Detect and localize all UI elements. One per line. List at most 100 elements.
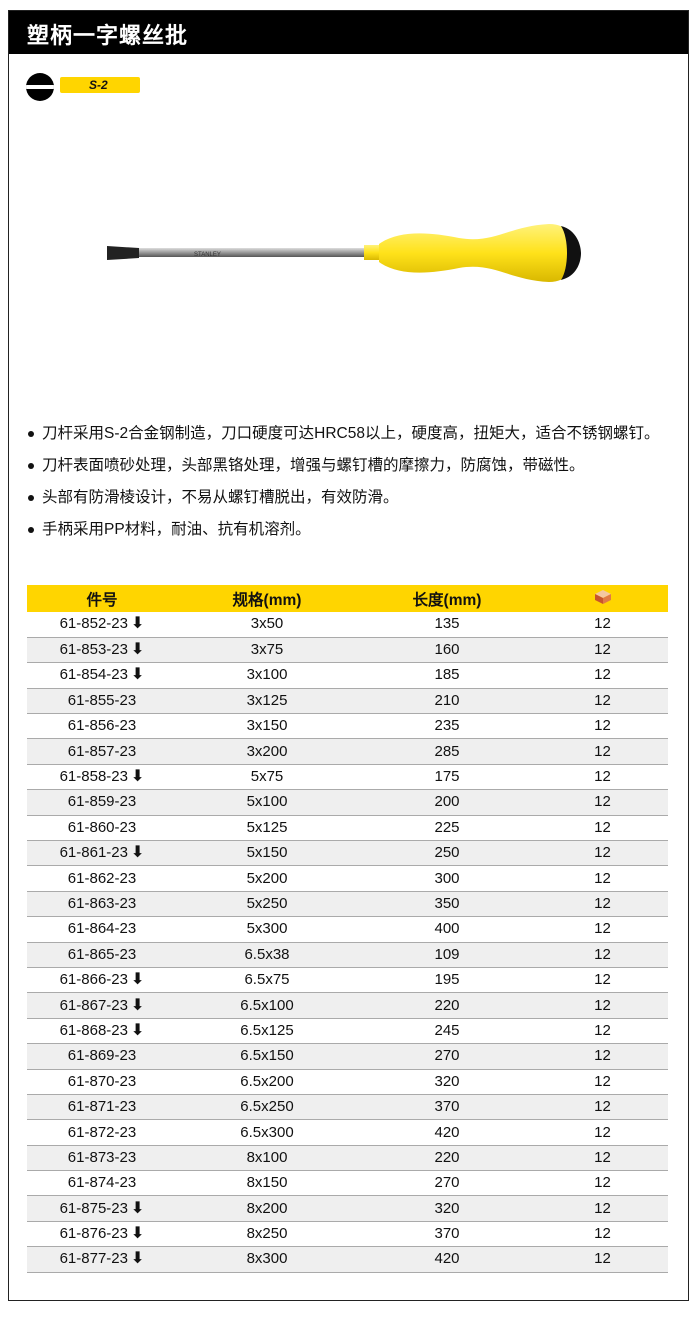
- table-row: 61-852-23 ⬇ 3x50 135 12: [27, 612, 668, 638]
- qty-cell: 12: [537, 1246, 668, 1273]
- part-number-text: 61-854-23: [59, 666, 128, 684]
- table-row: 61-877-23 ⬇ 8x300 420 12: [27, 1246, 668, 1273]
- spec-cell: 6.5x200: [177, 1069, 357, 1095]
- length-cell: 400: [357, 916, 537, 943]
- table-row: 61-875-23 ⬇ 8x200 320 12: [27, 1195, 668, 1222]
- part-number: 61-861-23 ⬇: [27, 840, 177, 867]
- header-part: 件号: [27, 585, 177, 612]
- part-number: 61-875-23 ⬇: [27, 1195, 177, 1222]
- spec-cell: 6.5x125: [177, 1018, 357, 1045]
- arrow-down-icon: ⬇: [130, 1021, 145, 1039]
- arrow-down-icon: ⬇: [130, 971, 145, 989]
- part-number: 61-869-23: [27, 1043, 177, 1070]
- product-card: 塑柄一字螺丝批 S-2 STANLEY 刀杆采用S-2合金钢制造，刀口硬度可达H…: [8, 10, 689, 1301]
- part-number-text: 61-872-23: [67, 1123, 137, 1141]
- spec-cell: 5x75: [177, 764, 357, 791]
- table-row: 61-857-23 3x200 285 12: [27, 738, 668, 765]
- part-number: 61-867-23 ⬇: [27, 992, 177, 1019]
- header-pack: [537, 585, 668, 612]
- part-number: 61-874-23: [27, 1170, 177, 1197]
- table-row: 61-866-23 ⬇ 6.5x75 195 12: [27, 967, 668, 994]
- part-number-text: 61-867-23: [59, 996, 128, 1014]
- part-number-text: 61-853-23: [59, 641, 128, 659]
- length-cell: 220: [357, 992, 537, 1019]
- arrow-down-icon: ⬇: [130, 768, 145, 786]
- table-row: 61-858-23 ⬇ 5x75 175 12: [27, 764, 668, 791]
- qty-cell: 12: [537, 1043, 668, 1070]
- part-number-text: 61-866-23: [59, 971, 128, 989]
- spec-cell: 6.5x75: [177, 967, 357, 994]
- box-icon: [594, 590, 611, 604]
- screwdriver-image: STANLEY: [107, 224, 581, 282]
- qty-cell: 12: [537, 815, 668, 842]
- spec-cell: 6.5x100: [177, 992, 357, 1019]
- qty-cell: 12: [537, 789, 668, 816]
- feature-list: 刀杆采用S-2合金钢制造，刀口硬度可达HRC58以上，硬度高，扭矩大，适合不锈钢…: [25, 421, 675, 549]
- length-cell: 225: [357, 815, 537, 842]
- spec-cell: 3x75: [177, 637, 357, 664]
- length-cell: 250: [357, 840, 537, 867]
- material-badge: S-2: [60, 77, 140, 93]
- spec-cell: 5x250: [177, 891, 357, 918]
- qty-cell: 12: [537, 1221, 668, 1248]
- qty-cell: 12: [537, 688, 668, 715]
- spec-cell: 3x50: [177, 612, 357, 638]
- qty-cell: 12: [537, 916, 668, 943]
- part-number: 61-858-23 ⬇: [27, 764, 177, 791]
- length-cell: 420: [357, 1246, 537, 1273]
- part-number-text: 61-877-23: [59, 1250, 128, 1268]
- table-row: 61-862-23 5x200 300 12: [27, 865, 668, 892]
- part-number: 61-877-23 ⬇: [27, 1246, 177, 1273]
- qty-cell: 12: [537, 713, 668, 740]
- table-row: 61-864-23 5x300 400 12: [27, 916, 668, 943]
- arrow-down-icon: ⬇: [130, 996, 145, 1014]
- part-number: 61-876-23 ⬇: [27, 1221, 177, 1248]
- qty-cell: 12: [537, 967, 668, 994]
- table-row: 61-874-23 8x150 270 12: [27, 1170, 668, 1197]
- part-number: 61-866-23 ⬇: [27, 967, 177, 994]
- table-row: 61-870-23 6.5x200 320 12: [27, 1069, 668, 1095]
- spec-cell: 5x300: [177, 916, 357, 943]
- part-number: 61-872-23: [27, 1119, 177, 1146]
- part-number: 61-857-23: [27, 738, 177, 765]
- part-number: 61-868-23 ⬇: [27, 1018, 177, 1045]
- spec-cell: 5x200: [177, 865, 357, 892]
- part-number: 61-863-23: [27, 891, 177, 918]
- qty-cell: 12: [537, 891, 668, 918]
- length-cell: 285: [357, 738, 537, 765]
- arrow-down-icon: ⬇: [130, 844, 145, 862]
- length-cell: 220: [357, 1145, 537, 1172]
- part-number: 61-873-23: [27, 1145, 177, 1172]
- spec-table: 件号 规格(mm) 长度(mm) 61-852-23 ⬇ 3x50 135 12 6…: [27, 585, 668, 1273]
- qty-cell: 12: [537, 662, 668, 689]
- table-row: 61-876-23 ⬇ 8x250 370 12: [27, 1221, 668, 1248]
- table-row: 61-855-23 3x125 210 12: [27, 688, 668, 715]
- part-number-text: 61-863-23: [67, 894, 137, 912]
- table-row: 61-859-23 5x100 200 12: [27, 789, 668, 816]
- spec-cell: 6.5x38: [177, 942, 357, 968]
- page-title: 塑柄一字螺丝批: [9, 11, 688, 54]
- spec-cell: 5x150: [177, 840, 357, 867]
- part-number: 61-854-23 ⬇: [27, 662, 177, 689]
- part-number: 61-853-23 ⬇: [27, 637, 177, 664]
- table-row: 61-867-23 ⬇ 6.5x100 220 12: [27, 992, 668, 1019]
- svg-text:STANLEY: STANLEY: [194, 252, 221, 258]
- feature-item: 刀杆采用S-2合金钢制造，刀口硬度可达HRC58以上，硬度高，扭矩大，适合不锈钢…: [25, 421, 675, 447]
- spec-cell: 3x125: [177, 688, 357, 715]
- feature-item: 手柄采用PP材料，耐油、抗有机溶剂。: [25, 517, 675, 543]
- part-number-text: 61-862-23: [67, 869, 137, 887]
- qty-cell: 12: [537, 1170, 668, 1197]
- table-row: 61-860-23 5x125 225 12: [27, 815, 668, 842]
- spec-cell: 6.5x150: [177, 1043, 357, 1070]
- length-cell: 270: [357, 1170, 537, 1197]
- header-length: 长度(mm): [357, 585, 537, 612]
- part-number: 61-865-23: [27, 942, 177, 968]
- qty-cell: 12: [537, 840, 668, 867]
- part-number-text: 61-856-23: [67, 717, 137, 735]
- slotted-tip-icon: [26, 73, 54, 101]
- part-number-text: 61-858-23: [59, 768, 128, 786]
- part-number-text: 61-874-23: [67, 1174, 137, 1192]
- spec-cell: 8x250: [177, 1221, 357, 1248]
- part-number-text: 61-865-23: [67, 945, 137, 963]
- part-number-text: 61-857-23: [67, 742, 137, 760]
